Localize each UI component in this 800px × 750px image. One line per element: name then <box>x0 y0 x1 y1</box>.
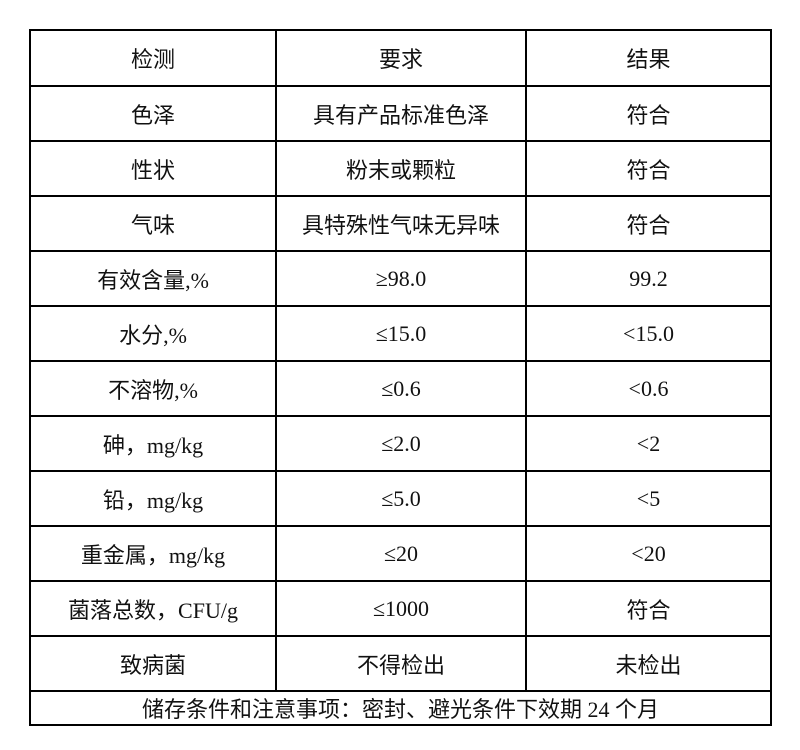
cell-result: 符合 <box>525 580 772 637</box>
header-cell-result: 结果 <box>525 29 772 87</box>
storage-note: 储存条件和注意事项：密封、避光条件下效期 24 个月 <box>29 690 772 726</box>
cell-test-item: 有效含量,% <box>29 250 277 307</box>
cell-test-item: 致病菌 <box>29 635 277 692</box>
cell-requirement: ≤0.6 <box>275 360 527 417</box>
cell-requirement: ≤5.0 <box>275 470 527 527</box>
cell-requirement: 具有产品标准色泽 <box>275 85 527 142</box>
cell-requirement: ≤15.0 <box>275 305 527 362</box>
cell-test-item: 重金属，mg/kg <box>29 525 277 582</box>
cell-test-item: 色泽 <box>29 85 277 142</box>
cell-requirement: 具特殊性气味无异味 <box>275 195 527 252</box>
table-row: 色泽 具有产品标准色泽 符合 <box>29 85 772 142</box>
table-row: 有效含量,% ≥98.0 99.2 <box>29 250 772 307</box>
cell-result: 符合 <box>525 140 772 197</box>
table-row: 重金属，mg/kg ≤20 <20 <box>29 525 772 582</box>
table-row: 铅，mg/kg ≤5.0 <5 <box>29 470 772 527</box>
cell-result: 符合 <box>525 85 772 142</box>
cell-result: <20 <box>525 525 772 582</box>
cell-test-item: 铅，mg/kg <box>29 470 277 527</box>
cell-test-item: 气味 <box>29 195 277 252</box>
cell-requirement: 粉末或颗粒 <box>275 140 527 197</box>
inspection-table: 检测 要求 结果 色泽 具有产品标准色泽 符合 性状 粉末或颗粒 符合 气味 具… <box>29 29 772 726</box>
cell-requirement: ≤1000 <box>275 580 527 637</box>
cell-result: <0.6 <box>525 360 772 417</box>
header-cell-requirement: 要求 <box>275 29 527 87</box>
cell-requirement: ≤2.0 <box>275 415 527 472</box>
header-cell-test: 检测 <box>29 29 277 87</box>
table-row: 菌落总数，CFU/g ≤1000 符合 <box>29 580 772 637</box>
cell-result: 符合 <box>525 195 772 252</box>
table-row: 不溶物,% ≤0.6 <0.6 <box>29 360 772 417</box>
cell-test-item: 砷，mg/kg <box>29 415 277 472</box>
cell-result: <15.0 <box>525 305 772 362</box>
cell-test-item: 性状 <box>29 140 277 197</box>
cell-requirement: 不得检出 <box>275 635 527 692</box>
cell-requirement: ≥98.0 <box>275 250 527 307</box>
cell-result: <5 <box>525 470 772 527</box>
table-row: 水分,% ≤15.0 <15.0 <box>29 305 772 362</box>
table-row: 致病菌 不得检出 未检出 <box>29 635 772 692</box>
header-row: 检测 要求 结果 <box>29 29 772 87</box>
cell-requirement: ≤20 <box>275 525 527 582</box>
cell-test-item: 不溶物,% <box>29 360 277 417</box>
cell-result: 99.2 <box>525 250 772 307</box>
table-row: 气味 具特殊性气味无异味 符合 <box>29 195 772 252</box>
cell-result: <2 <box>525 415 772 472</box>
cell-result: 未检出 <box>525 635 772 692</box>
table-row: 砷，mg/kg ≤2.0 <2 <box>29 415 772 472</box>
table-row: 性状 粉末或颗粒 符合 <box>29 140 772 197</box>
cell-test-item: 菌落总数，CFU/g <box>29 580 277 637</box>
footer-row: 储存条件和注意事项：密封、避光条件下效期 24 个月 <box>29 690 772 726</box>
cell-test-item: 水分,% <box>29 305 277 362</box>
